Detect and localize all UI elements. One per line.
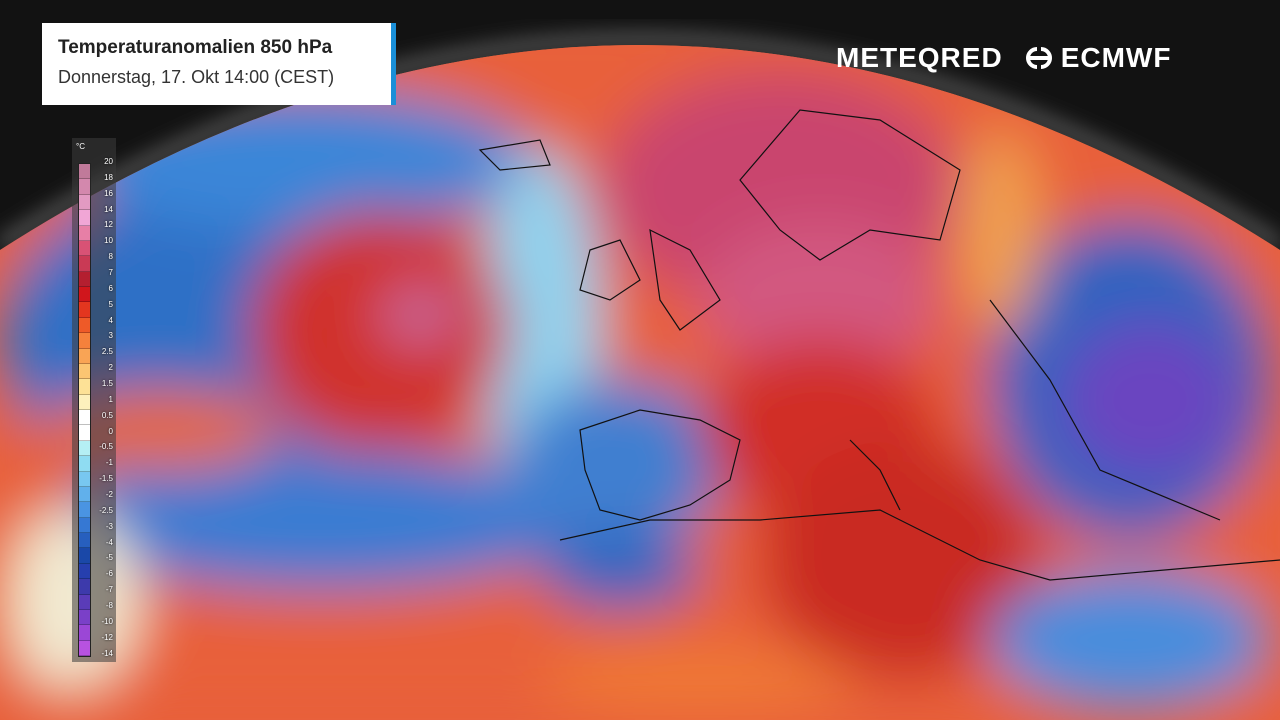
legend-label: 3 [108,331,113,341]
legend-swatch [79,225,90,241]
legend-swatch [79,287,90,303]
legend-swatch [79,594,90,610]
map-timestamp: Donnerstag, 17. Okt 14:00 (CEST) [58,67,335,87]
legend-swatch [79,333,90,349]
legend-label: 4 [108,315,113,325]
legend-swatch [79,517,90,533]
meteored-logo: METEQRED [836,42,1003,73]
legend-swatch [79,210,90,226]
legend-label: 2 [108,363,113,373]
legend-swatch [79,302,90,318]
legend-swatch [79,563,90,580]
legend-swatch [79,379,90,395]
legend-label: -7 [105,585,113,595]
legend-swatch [79,194,90,211]
coastlines [478,109,1280,581]
legend-label: -6 [105,569,113,579]
legend-label: -1 [105,458,113,468]
legend-label: 1.5 [101,379,113,389]
globe-glow [0,33,1280,252]
legend-label: -3 [105,521,113,531]
legend-swatch [79,425,90,441]
legend-label: -0.5 [99,442,113,452]
legend-swatch [79,640,90,656]
legend-label: -14 [101,648,113,658]
title-box: Temperaturanomalien 850 hPa Donnerstag, … [42,23,396,105]
ecmwf-logo-text: ECMWF [1060,42,1172,73]
legend-label: -8 [105,601,113,611]
legend-swatch [79,548,90,564]
legend-swatch [79,440,90,457]
legend-label: -1.5 [99,474,113,484]
legend-swatch [79,533,90,549]
legend-swatch [79,317,90,334]
legend-label: 18 [104,172,113,182]
legend-swatch [79,256,90,272]
legend-swatch [79,609,90,626]
legend-label: 14 [104,204,113,214]
legend-swatch [79,240,90,257]
color-legend: °C 20 18 16 14 12 10 8 7 6 5 4 3 2.5 2 1.5 1 0.5 0 -0.5 -1 -… [72,138,116,662]
legend-label: 8 [108,252,113,262]
legend-label: -2.5 [99,505,113,515]
legend-label: 20 [104,157,113,166]
logos: METEQRED ECMWF [836,42,1171,74]
legend-label: 1 [108,394,113,404]
legend-label: 10 [104,236,113,246]
legend-swatch [79,471,90,487]
legend-swatch [79,363,90,380]
legend-swatch [79,394,90,410]
legend-label: 0 [108,426,113,436]
legend-label: 5 [108,299,113,309]
legend-label: -4 [105,537,113,547]
legend-label: -5 [105,553,113,563]
legend-label: 12 [104,220,113,230]
legend-swatch [79,271,90,287]
legend-label: -12 [101,632,113,642]
ecmwf-logo: ECMWF [1021,42,1172,74]
legend-label: -10 [101,616,113,626]
legend-label: 0.5 [101,410,113,420]
legend-label: 16 [104,188,113,198]
legend-color-bar [78,163,91,657]
ecmwf-logo-icon [1025,47,1052,69]
legend-label: -2 [105,490,113,500]
legend-unit: °C [76,142,85,151]
legend-swatch [79,348,90,364]
legend-swatch [79,486,90,503]
legend-swatch [79,502,90,518]
legend-label: 2.5 [101,347,113,357]
legend-label: 6 [108,283,113,293]
legend-swatch [79,625,90,641]
legend-swatch [79,579,90,595]
legend-swatch [79,456,90,472]
map-title: Temperaturanomalien 850 hPa [58,37,333,58]
legend-swatch [79,410,90,426]
legend-labels: 20 18 16 14 12 10 8 7 6 5 4 3 2.5 2 1.5 1 0.5 0 -0.5 -1 -1.5… [99,158,113,658]
legend-swatch [79,164,90,180]
legend-label: 7 [108,268,113,278]
legend-swatch [79,179,90,195]
